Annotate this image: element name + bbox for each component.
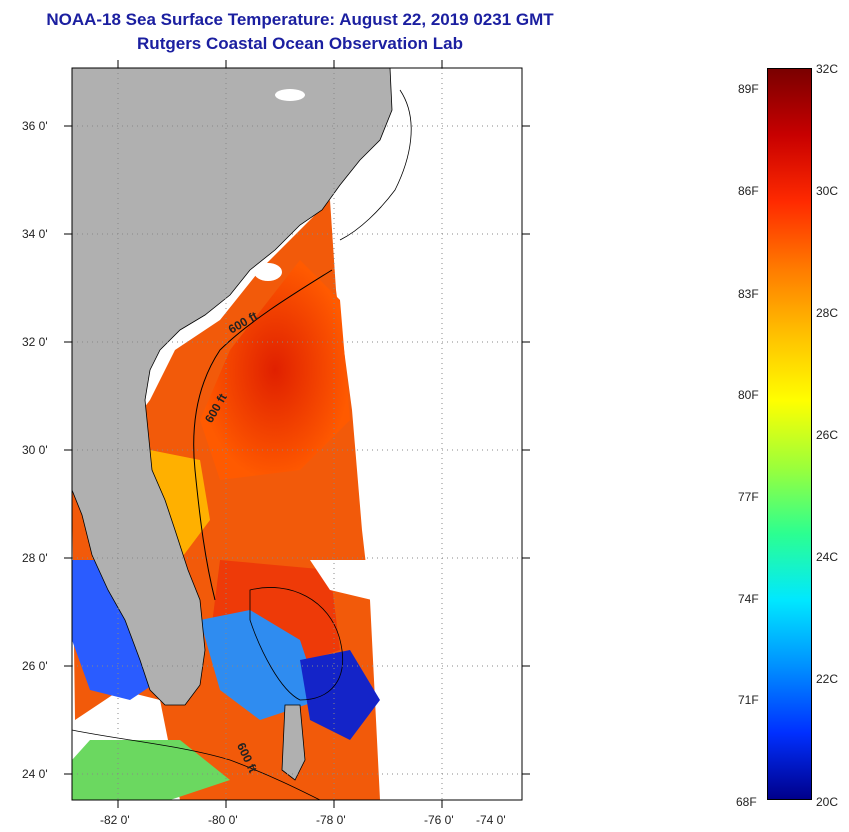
lat-label: 30 0' <box>22 443 48 457</box>
sst-hot-core <box>200 260 350 480</box>
colorbar-c-label: 30C <box>816 184 839 198</box>
land-southeast-us <box>72 68 393 706</box>
lat-label: 24 0' <box>22 767 48 781</box>
sst-cool-patch <box>300 650 380 740</box>
lat-label: 28 0' <box>22 551 48 565</box>
colorbar-f-label: 80F <box>738 388 759 402</box>
colorbar-c-label: 22C <box>816 672 839 686</box>
colorbar-c-label: 20C <box>816 795 839 809</box>
sst-cool-patch <box>72 560 160 700</box>
colorbar-c-label: 24C <box>816 550 839 564</box>
colorbar-f-label: 71F <box>738 693 759 707</box>
lon-label: -82 0' <box>100 813 130 827</box>
colorbar-f-label: 89F <box>738 82 759 96</box>
lat-label: 26 0' <box>22 659 48 673</box>
map-title: NOAA-18 Sea Surface Temperature: August … <box>46 10 554 29</box>
colorbar-f-label: 77F <box>738 490 759 504</box>
map-ticks <box>64 60 530 808</box>
map-grid <box>72 68 522 800</box>
lat-label: 34 0' <box>22 227 48 241</box>
sst-green-patch <box>72 740 230 800</box>
contour-south <box>72 729 321 800</box>
temperature-colorbar <box>767 68 812 800</box>
contour-coast <box>339 89 412 241</box>
lon-label: -80 0' <box>208 813 238 827</box>
colorbar-f-label: 68F <box>736 795 757 809</box>
colorbar-f-label: 74F <box>738 592 759 606</box>
map-frame <box>71 67 523 801</box>
colorbar-c-label: 26C <box>816 428 839 442</box>
lon-label: -78 0' <box>316 813 346 827</box>
contour-600ft <box>193 269 333 601</box>
colorbar-f-label: 86F <box>738 184 759 198</box>
colorbar-c-label: 28C <box>816 306 839 320</box>
lon-label: -76 0' <box>424 813 454 827</box>
colorbar-c-label: 32C <box>816 62 839 76</box>
lake <box>254 263 282 281</box>
sst-white-gap <box>310 560 372 600</box>
lake <box>275 89 305 101</box>
lon-label: -74 0' <box>476 813 506 827</box>
colorbar-f-label: 83F <box>738 287 759 301</box>
contour-bahamas <box>249 587 343 701</box>
lat-label: 32 0' <box>22 335 48 349</box>
land-bahamas <box>281 704 306 781</box>
map-subtitle: Rutgers Coastal Ocean Observation Lab <box>137 34 463 53</box>
lat-label: 36 0' <box>22 119 48 133</box>
